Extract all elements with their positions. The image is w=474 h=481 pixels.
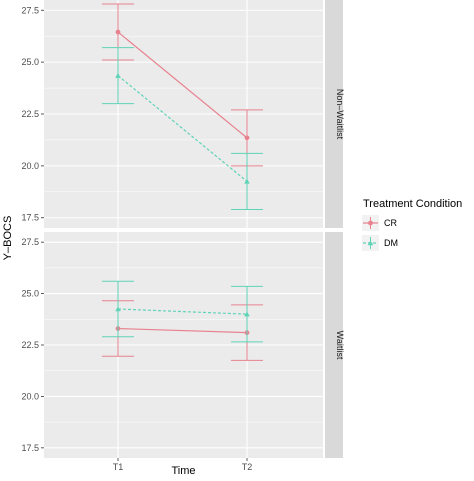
legend-key-marker-CR xyxy=(368,220,373,226)
y-tick-label: 20.0 xyxy=(21,161,39,171)
legend-label-DM: DM xyxy=(384,238,398,248)
point-CR xyxy=(244,135,250,141)
legend-key-CR xyxy=(362,215,379,231)
y-tick-label: 25.0 xyxy=(21,289,39,299)
series-line-DM xyxy=(117,75,248,182)
point-CR xyxy=(115,29,121,35)
x-axis-title: Time xyxy=(171,465,195,476)
point-DM xyxy=(244,178,250,184)
panel-1: 17.5 20.0 22.5 25.0 27.5 Non–Waitlist xyxy=(21,0,345,228)
facet-strip xyxy=(325,0,343,228)
facet-strip-label: Waitlist xyxy=(335,331,345,360)
point-DM xyxy=(115,72,121,78)
series-line-CR xyxy=(117,327,248,334)
y-tick-label: 22.5 xyxy=(21,109,39,119)
legend-title: Treatment Condition xyxy=(363,198,462,210)
y-tick-label: 17.5 xyxy=(21,213,39,223)
y-tick-label: 27.5 xyxy=(21,5,39,15)
series-line-CR xyxy=(117,31,248,139)
y-axis-title: Y–BOCS xyxy=(2,216,14,261)
y-tick-label: 17.5 xyxy=(21,443,39,453)
y-tick-label: 22.5 xyxy=(21,340,39,350)
legend: Treatment Condition CR DM xyxy=(362,198,462,251)
y-tick-label: 27.5 xyxy=(21,237,39,247)
legend-label-CR: CR xyxy=(384,218,397,228)
x-tick-label: T2 xyxy=(242,462,253,472)
point-DM xyxy=(115,306,121,312)
facet-strip xyxy=(325,232,343,458)
legend-key-DM xyxy=(362,235,379,251)
x-tick-label: T1 xyxy=(113,462,124,472)
legend-key-marker-DM xyxy=(367,240,374,246)
panel-2: 17.5 20.0 22.5 25.0 27.5 Waitlist xyxy=(21,232,345,458)
y-tick-label: 25.0 xyxy=(21,57,39,67)
point-DM xyxy=(244,311,250,317)
facet-strip-label: Non–Waitlist xyxy=(335,89,345,140)
series-line-DM xyxy=(117,308,248,315)
y-tick-label: 20.0 xyxy=(21,391,39,401)
